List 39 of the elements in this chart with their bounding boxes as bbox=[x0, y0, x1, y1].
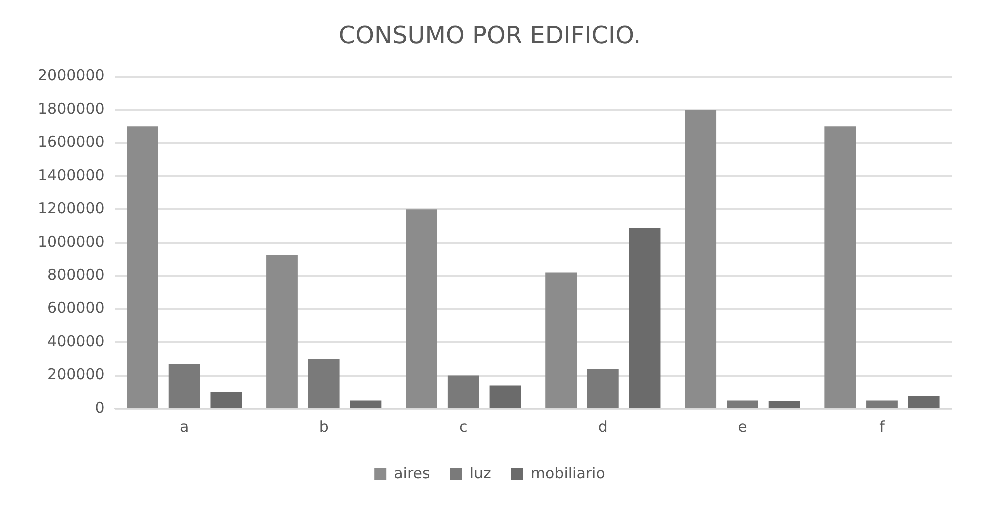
legend-label: mobiliario bbox=[530, 464, 606, 482]
bar bbox=[768, 402, 800, 408]
bar bbox=[350, 400, 382, 408]
y-tick-label: 1800000 bbox=[38, 100, 105, 118]
bar bbox=[727, 400, 758, 408]
bar bbox=[448, 376, 480, 408]
bar bbox=[406, 210, 438, 408]
y-tick-label: 600000 bbox=[48, 299, 105, 318]
y-tick-label: 200000 bbox=[48, 366, 105, 384]
y-tick-label: 1400000 bbox=[38, 166, 105, 184]
bar bbox=[546, 272, 578, 408]
bar bbox=[127, 126, 158, 408]
bar bbox=[824, 126, 856, 408]
y-tick-label: 0 bbox=[95, 398, 105, 417]
x-tick-label: d bbox=[598, 418, 608, 436]
bar bbox=[908, 396, 940, 408]
x-tick-label: b bbox=[319, 418, 329, 436]
chart-title: CONSUMO POR EDIFICIO. bbox=[338, 22, 642, 50]
x-tick-label: a bbox=[180, 418, 190, 436]
y-tick-label: 1200000 bbox=[38, 200, 105, 218]
bar bbox=[168, 364, 200, 408]
bar bbox=[210, 392, 242, 408]
y-tick-label: 1000000 bbox=[38, 232, 105, 251]
y-tick-label: 2000000 bbox=[38, 66, 105, 85]
legend-label: luz bbox=[470, 464, 492, 482]
bar bbox=[490, 386, 522, 408]
bar bbox=[266, 255, 298, 408]
y-tick-label: 800000 bbox=[48, 266, 105, 284]
bar bbox=[629, 228, 661, 408]
bar bbox=[308, 359, 340, 408]
x-tick-label: f bbox=[880, 418, 886, 436]
y-tick-label: 400000 bbox=[48, 332, 105, 350]
y-tick-label: 1600000 bbox=[38, 133, 105, 152]
bar bbox=[587, 369, 619, 408]
bar bbox=[685, 110, 717, 408]
x-tick-label: e bbox=[738, 418, 748, 436]
x-tick-label: c bbox=[460, 418, 468, 436]
bar bbox=[866, 400, 898, 408]
legend-label: aires bbox=[394, 464, 431, 482]
